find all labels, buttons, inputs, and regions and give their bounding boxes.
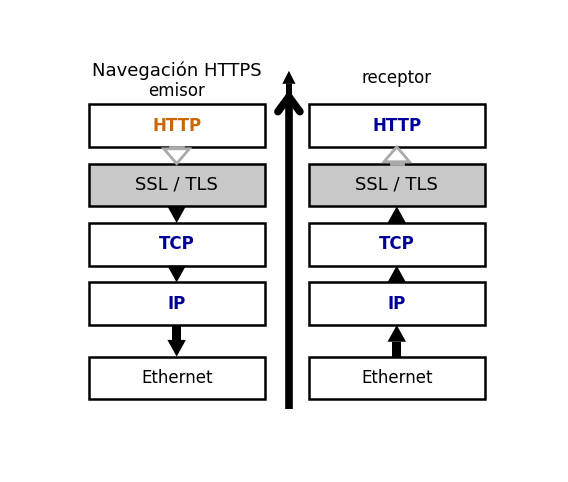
Bar [89,104,265,147]
Polygon shape [168,266,186,282]
Polygon shape [384,147,410,162]
Text: emisor: emisor [148,82,205,100]
Bar [309,104,485,147]
Text: SSL / TLS: SSL / TLS [356,176,438,194]
Text: IP: IP [387,295,406,313]
Bar [170,147,183,149]
Polygon shape [387,266,406,282]
Polygon shape [387,325,406,342]
Text: IP: IP [168,295,186,313]
Bar [391,162,403,163]
Polygon shape [168,206,186,223]
Text: SSL / TLS: SSL / TLS [135,176,218,194]
Polygon shape [282,71,295,84]
Text: HTTP: HTTP [152,117,201,134]
Polygon shape [164,149,189,163]
Text: TCP: TCP [159,235,194,254]
Text: Ethernet: Ethernet [141,369,212,387]
Bar [309,223,485,266]
Text: Navegación HTTPS: Navegación HTTPS [92,62,261,80]
Bar [172,325,181,340]
Bar [89,357,265,399]
Text: receptor: receptor [362,69,432,87]
Bar [89,163,265,206]
Polygon shape [168,340,186,357]
Polygon shape [387,206,406,223]
Bar [309,163,485,206]
Bar [89,223,265,266]
Text: TCP: TCP [379,235,415,254]
Bar [89,282,265,325]
Bar [392,342,401,357]
Text: HTTP: HTTP [372,117,421,134]
Bar [309,282,485,325]
Bar [309,357,485,399]
Text: Ethernet: Ethernet [361,369,432,387]
Bar [286,84,291,97]
